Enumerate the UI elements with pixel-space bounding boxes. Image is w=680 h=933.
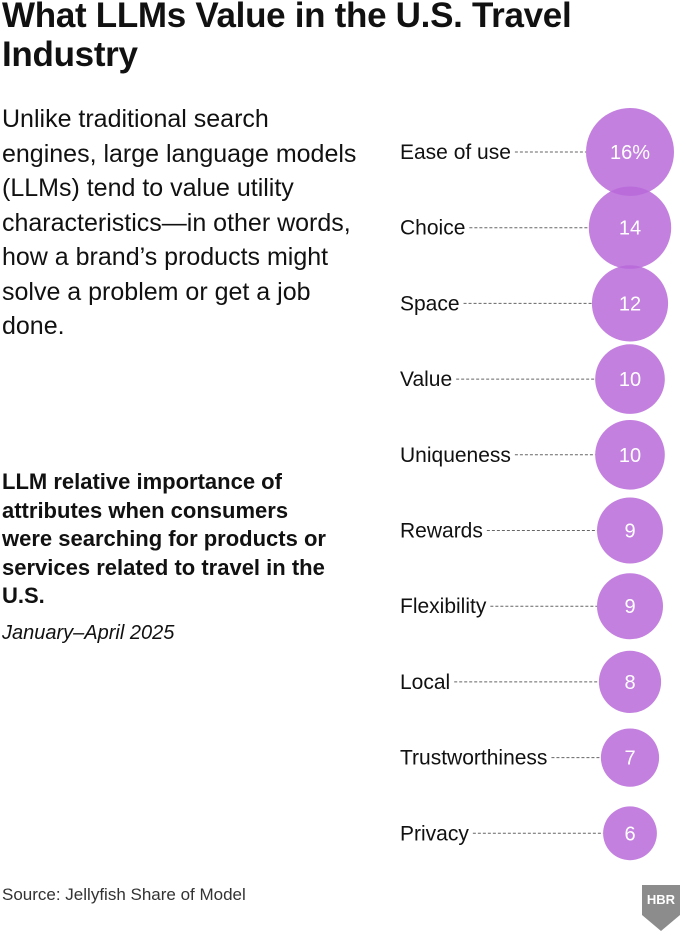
bubble-uniqueness: [595, 420, 665, 490]
bubble-rewards: [597, 497, 663, 564]
category-label-value: Value: [400, 368, 452, 391]
bubble-choice: [588, 186, 672, 269]
value-label-rewards: 9: [624, 521, 635, 543]
value-label-local: 8: [624, 672, 635, 694]
bubble-space: [591, 265, 669, 342]
value-label-privacy: 6: [624, 823, 635, 845]
hbr-logo: HBR: [642, 885, 680, 931]
category-label-privacy: Privacy: [400, 822, 469, 845]
value-label-space: 12: [619, 293, 641, 315]
hbr-logo-text: HBR: [647, 892, 676, 907]
chart-subtitle: LLM relative importance of attributes wh…: [2, 469, 326, 608]
category-label-choice: Choice: [400, 217, 465, 240]
value-label-trustworthiness: 7: [624, 748, 635, 770]
category-label-ease-of-use: Ease of use: [400, 141, 511, 164]
chart-title: What LLMs Value in the U.S. Travel Indus…: [2, 0, 572, 74]
category-label-flexibility: Flexibility: [400, 595, 487, 618]
value-label-flexibility: 9: [624, 596, 635, 618]
intro-text: Unlike traditional search engines, large…: [2, 105, 357, 340]
value-label-ease-of-use: 16%: [610, 142, 650, 164]
value-label-value: 10: [619, 369, 641, 391]
category-label-rewards: Rewards: [400, 520, 483, 543]
category-label-uniqueness: Uniqueness: [400, 444, 511, 467]
source-note: Source: Jellyfish Share of Model: [2, 885, 246, 904]
bubble-flexibility: [597, 573, 663, 640]
bubble-privacy: [603, 806, 657, 861]
date-range: January–April 2025: [2, 622, 175, 644]
value-label-choice: 14: [619, 218, 641, 240]
bubble-local: [598, 650, 662, 714]
value-label-uniqueness: 10: [619, 445, 641, 467]
category-label-space: Space: [400, 292, 460, 315]
bubble-ease-of-use: [586, 108, 674, 196]
hbr-shield-icon: [642, 885, 680, 931]
category-label-local: Local: [400, 671, 450, 694]
bubble-value: [595, 344, 665, 414]
bubble-trustworthiness: [600, 728, 660, 787]
category-label-trustworthiness: Trustworthiness: [400, 747, 547, 770]
